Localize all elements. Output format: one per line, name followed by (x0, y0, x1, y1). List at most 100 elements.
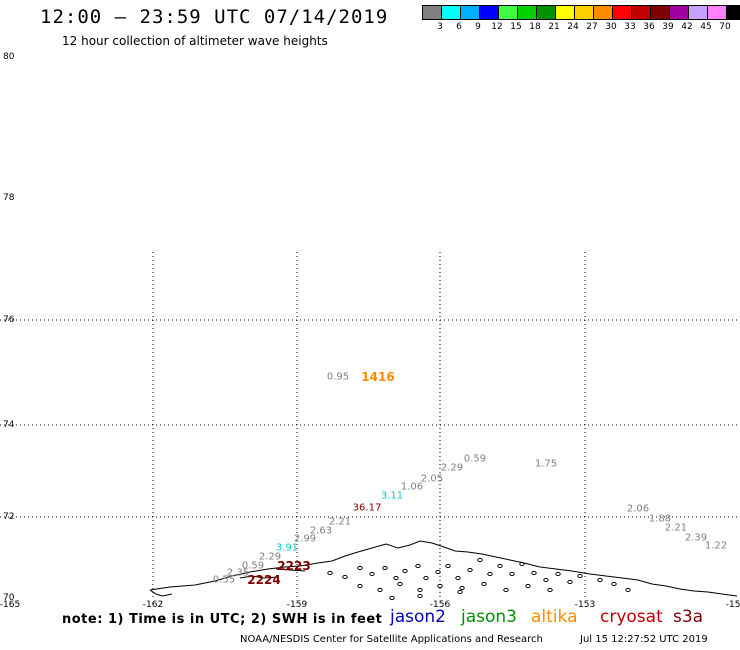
wave-height-value: 1.06 (400, 481, 424, 493)
lake-outline (437, 583, 443, 589)
lake-outline (509, 571, 515, 577)
units-note: note: 1) Time is in UTC; 2) SWH is in fe… (62, 612, 383, 627)
credit-line: NOAA/NESDIS Center for Satellite Applica… (240, 634, 543, 645)
lake-outline (487, 571, 493, 577)
lake-outline (547, 587, 553, 593)
legend-label: 36 (643, 22, 655, 32)
lake-outline (415, 563, 421, 569)
lake-outline (417, 587, 423, 593)
legend-swatch (726, 5, 740, 20)
lake-outline (611, 581, 617, 587)
lake-outline (389, 595, 395, 601)
longitude-label: -162 (142, 600, 164, 610)
alaska-coastline (149, 540, 738, 597)
timestamp: Jul 15 12:27:52 UTC 2019 (580, 634, 708, 645)
longitude-label: -150 (725, 600, 740, 610)
wave-height-value: 2.21 (328, 516, 352, 528)
legend-label: 70 (719, 22, 731, 32)
legend-label: 12 (491, 22, 503, 32)
wave-height-value: 3.91 (275, 542, 299, 554)
legend-label: 15 (510, 22, 522, 32)
lake-outline (503, 587, 509, 593)
longitude-label: -165 (0, 600, 21, 610)
lake-outline (567, 579, 573, 585)
lake-outline (497, 563, 503, 569)
wave-height-value: 2223 (277, 559, 311, 573)
wave-height-value: 1416 (361, 370, 395, 384)
legend-label: 42 (681, 22, 693, 32)
wave-height-value: 2.29 (440, 462, 464, 474)
satellite-name: jason3 (461, 607, 517, 627)
lake-outline (397, 581, 403, 587)
legend-label: 30 (605, 22, 617, 32)
wave-height-value: 2.35 (226, 567, 250, 579)
legend-label: 27 (586, 22, 598, 32)
legend-label: 33 (624, 22, 636, 32)
lake-outline (525, 583, 531, 589)
coastline-segment (149, 589, 173, 597)
lake-outline (459, 585, 465, 591)
wave-height-value: 36.17 (352, 502, 382, 514)
wave-height-value: 2.63 (309, 525, 333, 537)
legend-label: 45 (700, 22, 712, 32)
lake-outline (543, 577, 549, 583)
wave-height-value: 1.75 (534, 458, 558, 470)
lake-outline (531, 570, 537, 576)
satellite-name: s3a (673, 607, 704, 627)
lake-outline (327, 570, 333, 576)
coastal-lakes (327, 557, 631, 601)
lake-outline (342, 574, 348, 580)
lake-outline (519, 561, 525, 567)
legend-label: 6 (456, 22, 462, 32)
satellite-name: jason2 (390, 607, 446, 627)
wave-height-value: 3.11 (380, 490, 404, 502)
longitude-label: -156 (429, 600, 451, 610)
lake-outline (467, 567, 473, 573)
longitude-label: -153 (574, 600, 596, 610)
wave-height-value: 2.29 (258, 551, 282, 563)
coastline-segment (149, 540, 738, 597)
legend-label: 18 (529, 22, 541, 32)
lake-outline (555, 571, 561, 577)
lake-outline (625, 587, 631, 593)
wave-height-value: 0.59 (241, 560, 265, 572)
lake-outline (357, 583, 363, 589)
latitude-label: 72 (3, 512, 15, 522)
legend-label: 39 (662, 22, 674, 32)
wave-height-value: 1.22 (704, 540, 728, 552)
lake-outline (423, 575, 429, 581)
lake-outline (402, 568, 408, 574)
wave-height-value: 2.06 (626, 503, 650, 515)
lake-outline (435, 569, 441, 575)
wave-height-value: 1.88 (648, 513, 672, 525)
wave-height-value: 0.59 (463, 453, 487, 465)
lake-outline (477, 557, 483, 563)
legend-label: 21 (548, 22, 560, 32)
legend-label: 9 (475, 22, 481, 32)
longitude-label: -159 (286, 600, 308, 610)
lake-outline (481, 581, 487, 587)
legend-label: 3 (437, 22, 443, 32)
lake-outline (357, 565, 363, 571)
lake-outline (393, 575, 399, 581)
coastline-segment (239, 575, 279, 579)
lake-outline (445, 563, 451, 569)
latitude-label: 76 (3, 315, 15, 325)
wave-height-value: 2.05 (420, 473, 444, 485)
latitude-label: 78 (3, 193, 15, 203)
lake-outline (455, 575, 461, 581)
lat-lon-grid (0, 252, 740, 600)
lake-outline (577, 573, 583, 579)
latitude-label: 80 (3, 52, 15, 62)
latitude-label: 70 (3, 593, 15, 603)
map-title: 12:00 – 23:59 UTC 07/14/2019 (40, 6, 389, 28)
lake-outline (457, 589, 463, 595)
coastline-segment (275, 568, 306, 572)
wave-height-value: 2224 (247, 573, 281, 587)
lake-outline (369, 571, 375, 577)
satellite-name: cryosat (600, 607, 663, 627)
lake-outline (377, 587, 383, 593)
